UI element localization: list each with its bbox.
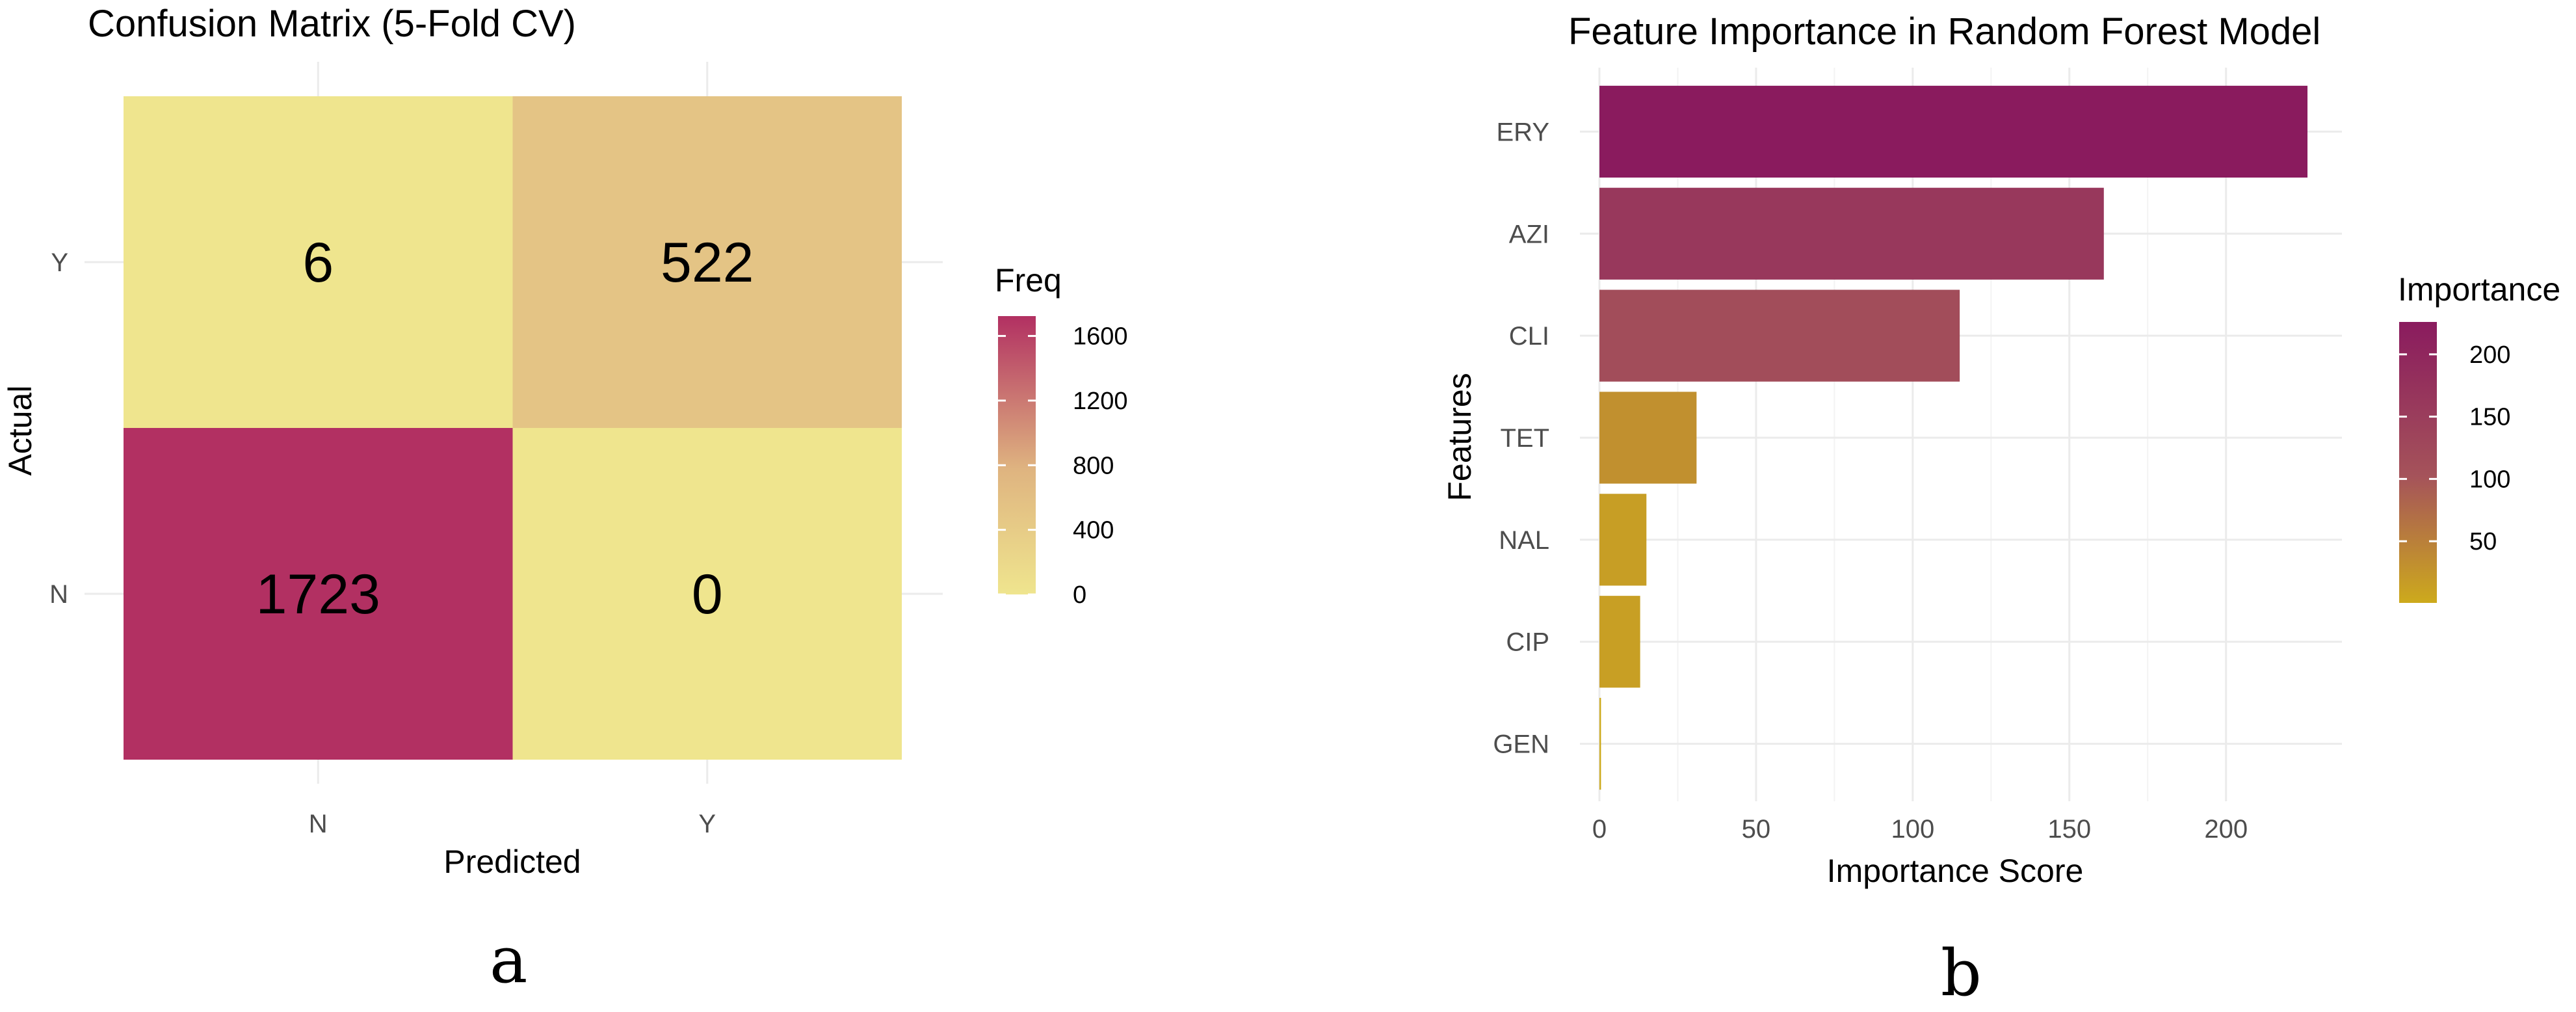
cm-cell bbox=[124, 96, 513, 428]
cm-legend-tick-label: 0 bbox=[1073, 581, 1086, 609]
fi-x-tick-label: 50 bbox=[1742, 815, 1771, 844]
fi-x-tick-label: 200 bbox=[2204, 815, 2248, 844]
cm-y-tick-labels: YN bbox=[49, 248, 68, 609]
cm-cell bbox=[124, 428, 513, 760]
fi-legend-tick-label: 150 bbox=[2469, 404, 2510, 431]
cm-cell-label: 6 bbox=[302, 232, 334, 294]
cm-colorbar bbox=[998, 316, 1036, 594]
fi-y-tick-label: CIP bbox=[1506, 628, 1549, 657]
fi-legend-title: Importance bbox=[2398, 271, 2560, 308]
fi-x-tick-label: 150 bbox=[2047, 815, 2091, 844]
cm-cells bbox=[124, 96, 902, 760]
fi-colorbar bbox=[2399, 322, 2437, 603]
fi-bar bbox=[1599, 697, 1601, 790]
feature-importance-chart: Feature Importance in Random Forest Mode… bbox=[1441, 10, 2560, 889]
cm-y-tick-label: Y bbox=[51, 248, 68, 277]
fi-bar bbox=[1599, 289, 1960, 382]
cm-legend-tick-label: 1200 bbox=[1073, 388, 1128, 415]
panel-label-b: b bbox=[1941, 937, 1982, 1011]
fi-chart-title: Feature Importance in Random Forest Mode… bbox=[1568, 10, 2320, 53]
fi-legend-tick-label: 50 bbox=[2469, 528, 2497, 555]
cm-cell-label: 522 bbox=[661, 232, 754, 294]
cm-y-tick-label: N bbox=[49, 580, 68, 609]
fi-legend-ticks: 50 100 150 200 bbox=[2399, 341, 2510, 555]
cm-cell-labels: 6 522 1723 0 bbox=[256, 232, 754, 626]
cm-legend: Freq 0 400 800 1200 1600 bbox=[995, 262, 1128, 609]
fi-bar bbox=[1599, 392, 1697, 484]
cm-legend-title: Freq bbox=[995, 262, 1062, 299]
cm-legend-tick-label: 400 bbox=[1073, 517, 1114, 544]
fi-bar bbox=[1599, 494, 1647, 586]
fi-y-axis-label: Features bbox=[1441, 373, 1478, 501]
fi-y-tick-label: AZI bbox=[1509, 220, 1549, 248]
cm-cell bbox=[512, 96, 902, 428]
cm-cell-label: 1723 bbox=[256, 563, 380, 626]
fi-legend: Importance 50 100 150 200 bbox=[2398, 271, 2560, 603]
cm-legend-tick-label: 1600 bbox=[1073, 323, 1128, 351]
fi-y-tick-label: TET bbox=[1500, 424, 1549, 453]
fi-legend-tick-label: 100 bbox=[2469, 466, 2510, 493]
cm-x-tick-label: N bbox=[309, 810, 328, 838]
fi-bar bbox=[1599, 596, 1640, 688]
fi-y-tick-label: ERY bbox=[1496, 118, 1549, 146]
fi-x-axis-label: Importance Score bbox=[1827, 853, 2084, 889]
cm-x-axis-label: Predicted bbox=[443, 844, 581, 880]
fi-y-tick-labels: ERY AZI CLI TET NAL CIP GEN bbox=[1493, 118, 1549, 758]
fi-x-tick-label: 100 bbox=[1891, 815, 1934, 844]
fi-y-tick-label: NAL bbox=[1499, 526, 1549, 555]
fi-bar bbox=[1599, 85, 2307, 178]
fi-x-tick-label: 0 bbox=[1592, 815, 1607, 844]
fi-bar bbox=[1599, 187, 2104, 280]
panel-label-a: a bbox=[490, 924, 528, 998]
fi-x-tick-labels: 0 50 100 150 200 bbox=[1592, 815, 2248, 844]
confusion-matrix-chart: Confusion Matrix (5-Fold CV) 6 522 1723 0 N… bbox=[2, 3, 1128, 880]
cm-legend-tick-label: 800 bbox=[1073, 452, 1114, 479]
fi-legend-tick-label: 200 bbox=[2469, 341, 2510, 369]
cm-cell bbox=[512, 428, 902, 760]
cm-x-tick-label: Y bbox=[698, 810, 716, 838]
cm-chart-title: Confusion Matrix (5-Fold CV) bbox=[88, 3, 576, 45]
cm-y-axis-label: Actual bbox=[2, 386, 38, 476]
cm-legend-ticks: 0 400 800 1200 1600 bbox=[998, 323, 1128, 609]
cm-cell-label: 0 bbox=[692, 563, 723, 626]
fi-y-tick-label: CLI bbox=[1509, 322, 1549, 351]
fi-bars bbox=[1599, 85, 2307, 790]
fi-y-tick-label: GEN bbox=[1493, 730, 1549, 759]
